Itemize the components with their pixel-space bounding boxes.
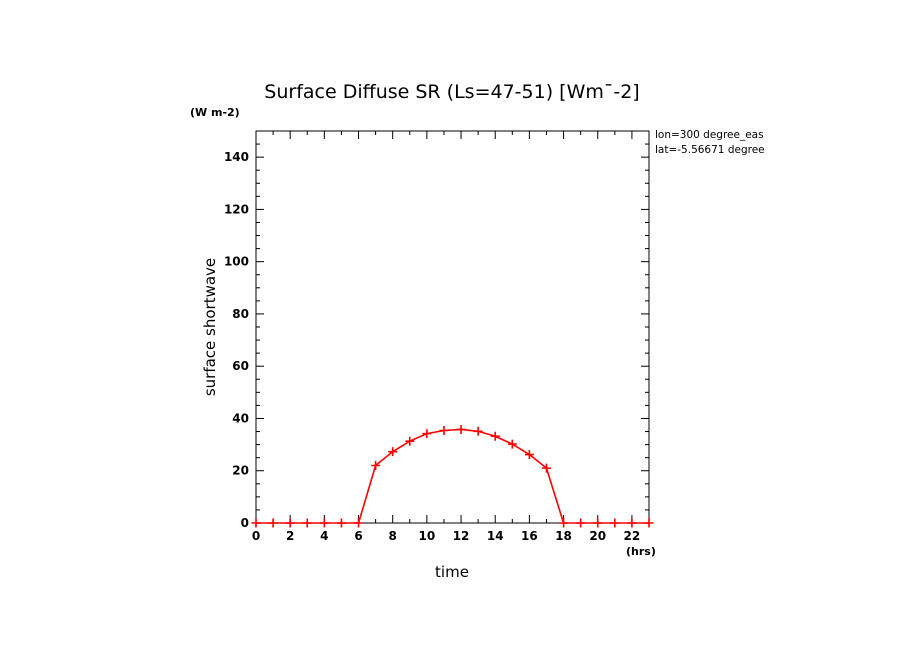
y-unit-label: (W m-2) <box>190 106 240 119</box>
data-point-marker <box>507 439 517 449</box>
x-tick-label: 16 <box>521 529 538 543</box>
chart-title: Surface Diffuse SR (Ls=47-51) [Wm¯-2] <box>264 81 639 103</box>
data-point-marker <box>473 426 483 436</box>
data-point-marker <box>285 518 295 528</box>
y-tick-label: 0 <box>241 516 249 530</box>
y-tick-label: 120 <box>224 202 249 216</box>
data-point-marker <box>541 463 551 473</box>
annotation-lat: lat=-5.56671 degree <box>655 144 765 156</box>
data-point-marker <box>456 424 466 434</box>
data-point-marker <box>354 518 364 528</box>
x-tick-label: 0 <box>252 529 260 543</box>
data-point-marker <box>627 518 637 528</box>
x-unit-label: (hrs) <box>626 545 656 558</box>
x-tick-label: 8 <box>389 529 397 543</box>
y-tick-label: 80 <box>232 307 249 321</box>
data-point-marker <box>422 429 432 439</box>
data-point-marker <box>439 425 449 435</box>
x-tick-label: 2 <box>286 529 294 543</box>
x-tick-label: 10 <box>419 529 436 543</box>
y-tick-label: 60 <box>232 359 249 373</box>
data-point-marker <box>405 436 415 446</box>
data-point-marker <box>524 450 534 460</box>
data-point-marker <box>644 518 654 528</box>
data-point-marker <box>576 518 586 528</box>
y-tick-label: 140 <box>224 150 249 164</box>
series-line <box>256 428 649 524</box>
x-tick-label: 14 <box>487 529 504 543</box>
data-point-marker <box>559 518 569 528</box>
data-point-marker <box>319 518 329 528</box>
data-point-marker <box>336 518 346 528</box>
x-tick-label: 20 <box>589 529 606 543</box>
data-point-marker <box>593 518 603 528</box>
x-tick-label: 4 <box>320 529 328 543</box>
y-axis-label: surface shortwave <box>201 258 219 396</box>
data-point-marker <box>388 447 398 457</box>
series-layer <box>251 424 654 528</box>
plot-frame <box>255 130 650 524</box>
data-point-marker <box>371 461 381 471</box>
y-tick-label: 100 <box>224 255 249 269</box>
x-axis-label: time <box>435 563 469 581</box>
x-tick-label: 6 <box>354 529 362 543</box>
data-point-marker <box>490 431 500 441</box>
x-tick-label: 12 <box>453 529 470 543</box>
x-tick-label: 18 <box>555 529 572 543</box>
y-tick-label: 40 <box>232 411 249 425</box>
x-tick-label: 22 <box>624 529 641 543</box>
y-tick-label: 20 <box>232 464 249 478</box>
data-point-marker <box>251 518 261 528</box>
data-point-marker <box>302 518 312 528</box>
axes: 0 2 4 6 8 10 12 14 16 18 20 22 0 20 40 60 80 100 120 140 <box>224 130 650 543</box>
data-point-marker <box>610 518 620 528</box>
annotation-lon: lon=300 degree_eas <box>655 129 764 141</box>
data-point-marker <box>268 518 278 528</box>
